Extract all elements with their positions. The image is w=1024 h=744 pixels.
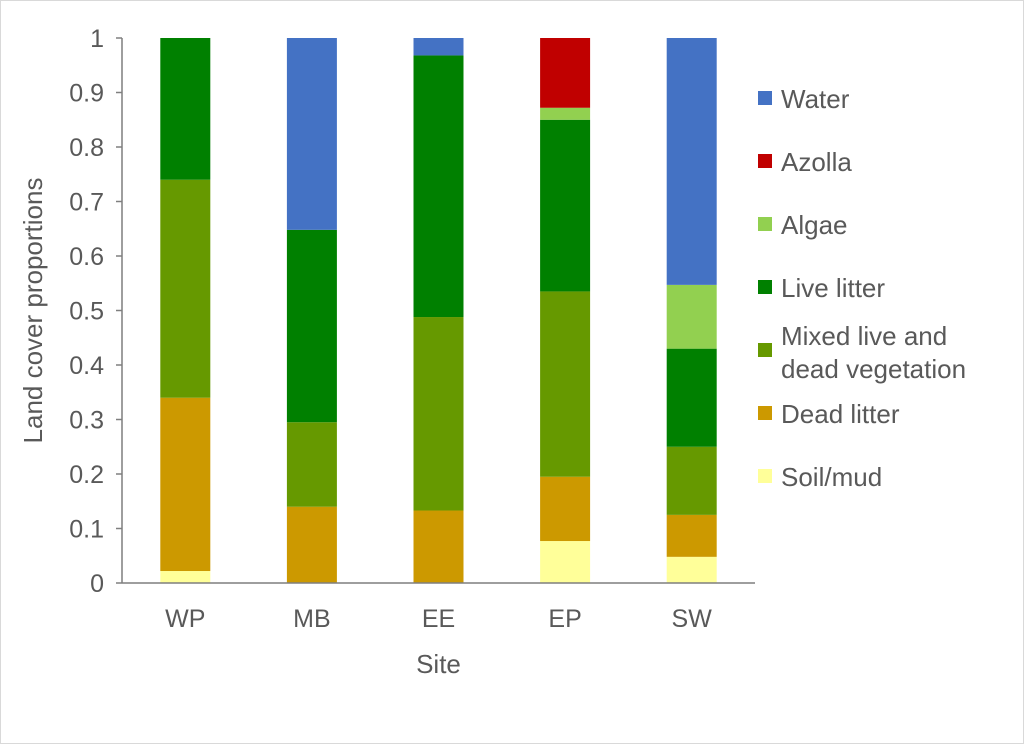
bar-segment-sw-mixed-live-and-dead-vegetation (666, 446, 717, 515)
bar-segment-sw-water (666, 38, 717, 285)
bar-segment-wp-dead-litter (160, 397, 211, 572)
legend-label: Mixed live and (781, 321, 947, 351)
y-tick-label: 0 (90, 570, 104, 598)
legend-swatch (758, 406, 772, 420)
y-tick-label: 0.4 (69, 352, 104, 380)
bar-segment-mb-dead-litter (286, 506, 337, 583)
x-axis-ticks: WP MB EE EP SW (165, 605, 712, 633)
y-tick-label: 1 (90, 25, 104, 53)
y-tick-label: 0.6 (69, 243, 104, 271)
y-tick-label: 0.1 (69, 516, 104, 544)
y-tick-label: 0.9 (69, 80, 104, 108)
bar-segment-sw-algae (666, 284, 717, 349)
bar-segment-wp-soil-mud (160, 571, 211, 583)
legend-label: Azolla (781, 147, 852, 177)
bar-segment-ep-mixed-live-and-dead-vegetation (540, 291, 591, 477)
legend-swatch (758, 217, 772, 231)
legend-label: Algae (781, 210, 848, 240)
legend-label: dead vegetation (781, 354, 966, 384)
legend-label: Water (781, 84, 850, 114)
bar-segment-sw-live-litter (666, 348, 717, 447)
legend-label: Soil/mud (781, 462, 882, 492)
bar-segment-ep-algae (540, 107, 591, 120)
bar-segment-ep-dead-litter (540, 476, 591, 542)
bar-segment-ep-azolla (540, 38, 591, 108)
legend-item: Soil/mud (758, 462, 882, 492)
bars-layer (160, 38, 717, 583)
x-tick-label: WP (165, 605, 205, 633)
legend-swatch (758, 91, 772, 105)
legend-item: Azolla (758, 147, 852, 177)
legend: Water Azolla Algae Live litter Mixed live an… (758, 84, 966, 492)
x-axis-title: Site (416, 649, 461, 679)
legend-item: Algae (758, 210, 848, 240)
bar-segment-ee-mixed-live-and-dead-vegetation (413, 317, 464, 511)
legend-swatch (758, 154, 772, 168)
y-axis-ticks: 0 0.1 0.2 0.3 0.4 0.5 0.6 0.7 0.8 0.9 1 (69, 25, 122, 598)
bar-segment-ee-water (413, 38, 464, 56)
y-tick-label: 0.8 (69, 134, 104, 162)
bar-segment-sw-soil-mud (666, 556, 717, 583)
legend-swatch (758, 469, 772, 483)
x-tick-label: EP (548, 605, 581, 633)
y-tick-label: 0.2 (69, 461, 104, 489)
legend-item: Dead litter (758, 399, 900, 429)
legend-label: Live litter (781, 273, 885, 303)
bar-segment-wp-mixed-live-and-dead-vegetation (160, 179, 211, 398)
y-tick-label: 0.5 (69, 298, 104, 326)
bar-segment-ep-soil-mud (540, 541, 591, 583)
bar-segment-sw-dead-litter (666, 514, 717, 557)
bar-segment-ep-live-litter (540, 119, 591, 292)
y-tick-label: 0.3 (69, 407, 104, 435)
legend-label: Dead litter (781, 399, 900, 429)
legend-swatch (758, 280, 772, 294)
bar-segment-ee-dead-litter (413, 510, 464, 583)
bar-segment-mb-mixed-live-and-dead-vegetation (286, 422, 337, 507)
bar-segment-wp-live-litter (160, 38, 211, 180)
y-tick-label: 0.7 (69, 189, 104, 217)
y-axis-title: Land cover proportions (18, 178, 48, 444)
x-tick-label: SW (672, 605, 713, 633)
legend-item: Live litter (758, 273, 885, 303)
bar-segment-mb-water (286, 38, 337, 230)
x-tick-label: EE (422, 605, 455, 633)
legend-swatch (758, 343, 772, 357)
x-tick-label: MB (293, 605, 331, 633)
legend-item: Water (758, 84, 850, 114)
bar-segment-mb-live-litter (286, 229, 337, 423)
bar-segment-ee-live-litter (413, 55, 464, 318)
